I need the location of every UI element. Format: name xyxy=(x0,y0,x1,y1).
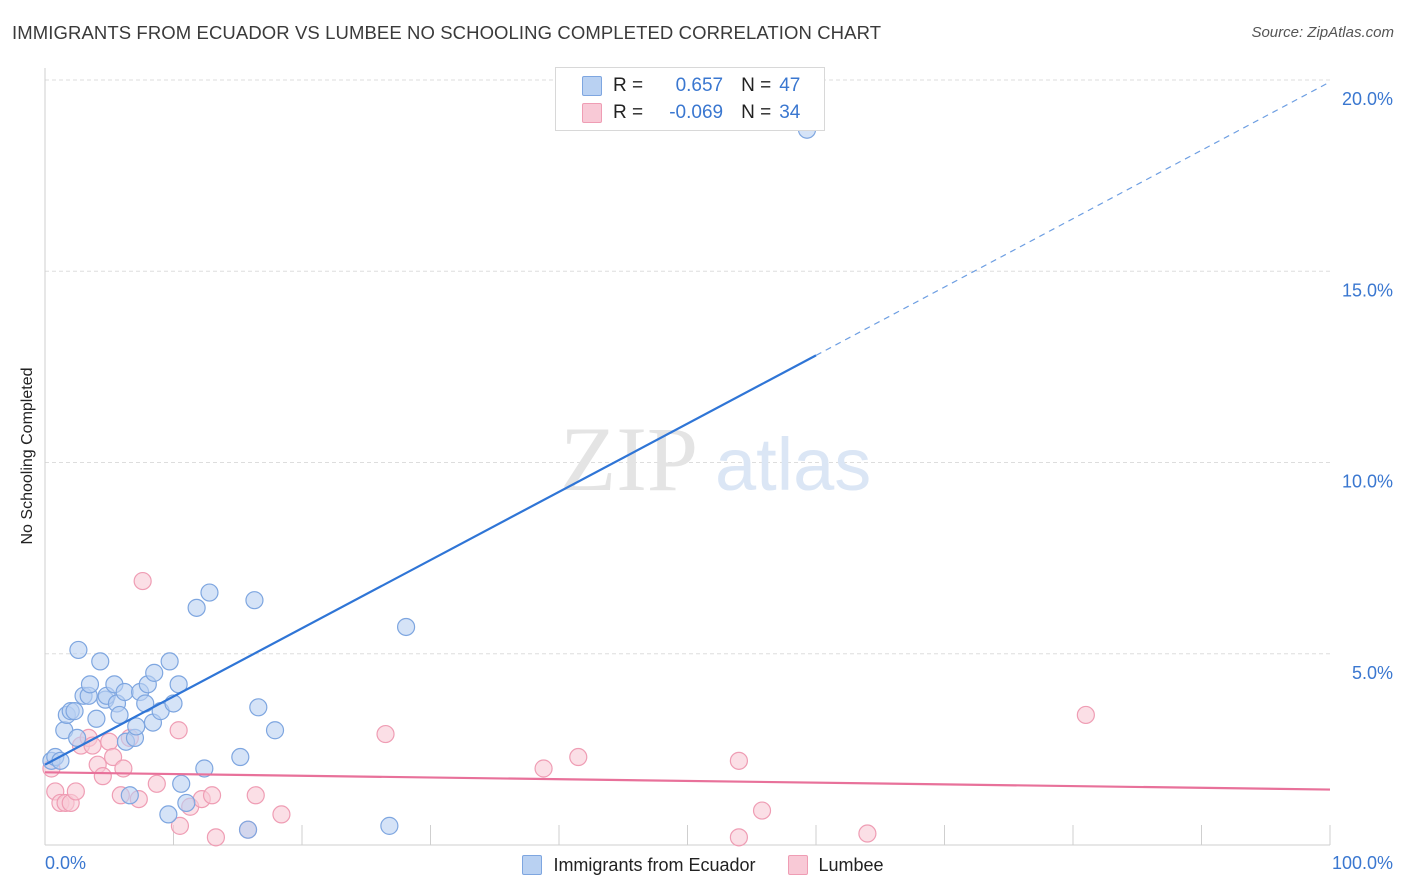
ecuador-point xyxy=(110,705,129,725)
chart-title: IMMIGRANTS FROM ECUADOR VS LUMBEE NO SCH… xyxy=(12,22,882,43)
ecuador-point xyxy=(172,774,191,793)
ecuador-trend-line xyxy=(44,354,817,766)
lumbee-point xyxy=(752,801,772,820)
y-tick-label: 15.0% xyxy=(1342,280,1393,300)
lumbee-point xyxy=(246,786,265,805)
tick-labels: 5.0% 10.0% 15.0% 20.0% 0.0% 100.0% xyxy=(45,89,1393,873)
series-legend: Immigrants from Ecuador Lumbee xyxy=(0,852,1406,878)
ecuador-point xyxy=(380,816,399,835)
lumbee-point xyxy=(66,782,85,801)
ecuador-point xyxy=(265,721,285,740)
legend-label-lumbee: Lumbee xyxy=(818,854,884,875)
ecuador-point xyxy=(69,640,88,660)
watermark: ZIP atlas xyxy=(560,408,871,510)
r-value: 0.657 xyxy=(675,75,724,96)
ecuador-point xyxy=(245,591,264,610)
r-value: -0.069 xyxy=(669,102,724,123)
ecuador-point xyxy=(195,759,214,778)
ecuador-points xyxy=(42,120,817,839)
lumbee-swatch xyxy=(787,855,808,875)
legend-item-lumbee[interactable]: Lumbee xyxy=(787,854,884,876)
y-tick-label: 20.0% xyxy=(1342,89,1393,109)
y-tick-label: 5.0% xyxy=(1352,663,1393,683)
ecuador-point xyxy=(396,617,416,637)
n-value: 47 xyxy=(779,75,801,96)
ecuador-point xyxy=(120,786,139,805)
lumbee-point xyxy=(534,759,553,778)
lumbee-point xyxy=(133,571,152,591)
lumbee-point xyxy=(729,828,749,847)
lumbee-point xyxy=(169,721,188,740)
ecuador-point xyxy=(115,682,134,702)
lumbee-trend-line xyxy=(44,771,1331,791)
lumbee-swatch xyxy=(582,103,602,123)
lumbee-point xyxy=(202,786,222,805)
lumbee-point xyxy=(376,724,395,744)
ecuador-point xyxy=(238,820,258,839)
x-tick-label-min: 0.0% xyxy=(45,853,86,873)
y-tick-label: 10.0% xyxy=(1342,472,1393,492)
lumbee-point xyxy=(1076,705,1095,725)
lumbee-point xyxy=(170,816,190,835)
ecuador-point xyxy=(91,652,110,671)
lumbee-point xyxy=(93,767,112,786)
n-value: 34 xyxy=(779,102,801,123)
n-label: N = xyxy=(741,75,772,96)
ecuador-point xyxy=(65,702,84,721)
ecuador-point xyxy=(249,698,268,717)
ecuador-point xyxy=(187,598,206,617)
r-label: R = xyxy=(613,102,644,123)
trend-lines xyxy=(44,81,1331,791)
ecuador-point xyxy=(177,793,196,813)
source-credit: Source: ZipAtlas.com xyxy=(1251,24,1394,41)
ecuador-point xyxy=(159,805,178,824)
lumbee-point xyxy=(272,805,291,824)
ecuador-swatch xyxy=(522,855,543,875)
n-label: N = xyxy=(741,102,772,123)
x-tick-label-max: 100.0% xyxy=(1332,853,1393,873)
stats-row-lumbee: R = -0.069 N = 34 xyxy=(582,100,800,126)
ecuador-trend-extension xyxy=(815,81,1331,356)
lumbee-point xyxy=(206,828,226,847)
grid-lines xyxy=(45,79,1330,655)
ecuador-point xyxy=(231,747,250,767)
lumbee-point xyxy=(104,747,123,767)
ecuador-point xyxy=(145,663,164,682)
watermark-atlas: atlas xyxy=(715,423,871,506)
ecuador-point xyxy=(200,583,219,602)
ecuador-point xyxy=(87,709,106,728)
lumbee-point xyxy=(729,751,749,770)
lumbee-point xyxy=(100,732,119,751)
stats-row-ecuador: R = 0.657 N = 47 xyxy=(582,73,800,99)
y-axis-label: No Schooling Completed xyxy=(19,367,36,545)
watermark-zip: ZIP xyxy=(560,408,698,510)
legend-item-ecuador[interactable]: Immigrants from Ecuador xyxy=(522,854,756,876)
lumbee-point xyxy=(569,747,588,767)
lumbee-point xyxy=(147,774,166,793)
ecuador-swatch xyxy=(582,76,602,96)
r-label: R = xyxy=(613,75,644,96)
axes xyxy=(44,68,1331,846)
stats-legend: R = 0.657 N = 47 R = -0.069 N = 34 xyxy=(555,67,825,131)
ecuador-point xyxy=(160,652,179,671)
legend-label-ecuador: Immigrants from Ecuador xyxy=(553,854,756,875)
lumbee-point xyxy=(858,824,877,843)
ecuador-point xyxy=(80,675,100,694)
